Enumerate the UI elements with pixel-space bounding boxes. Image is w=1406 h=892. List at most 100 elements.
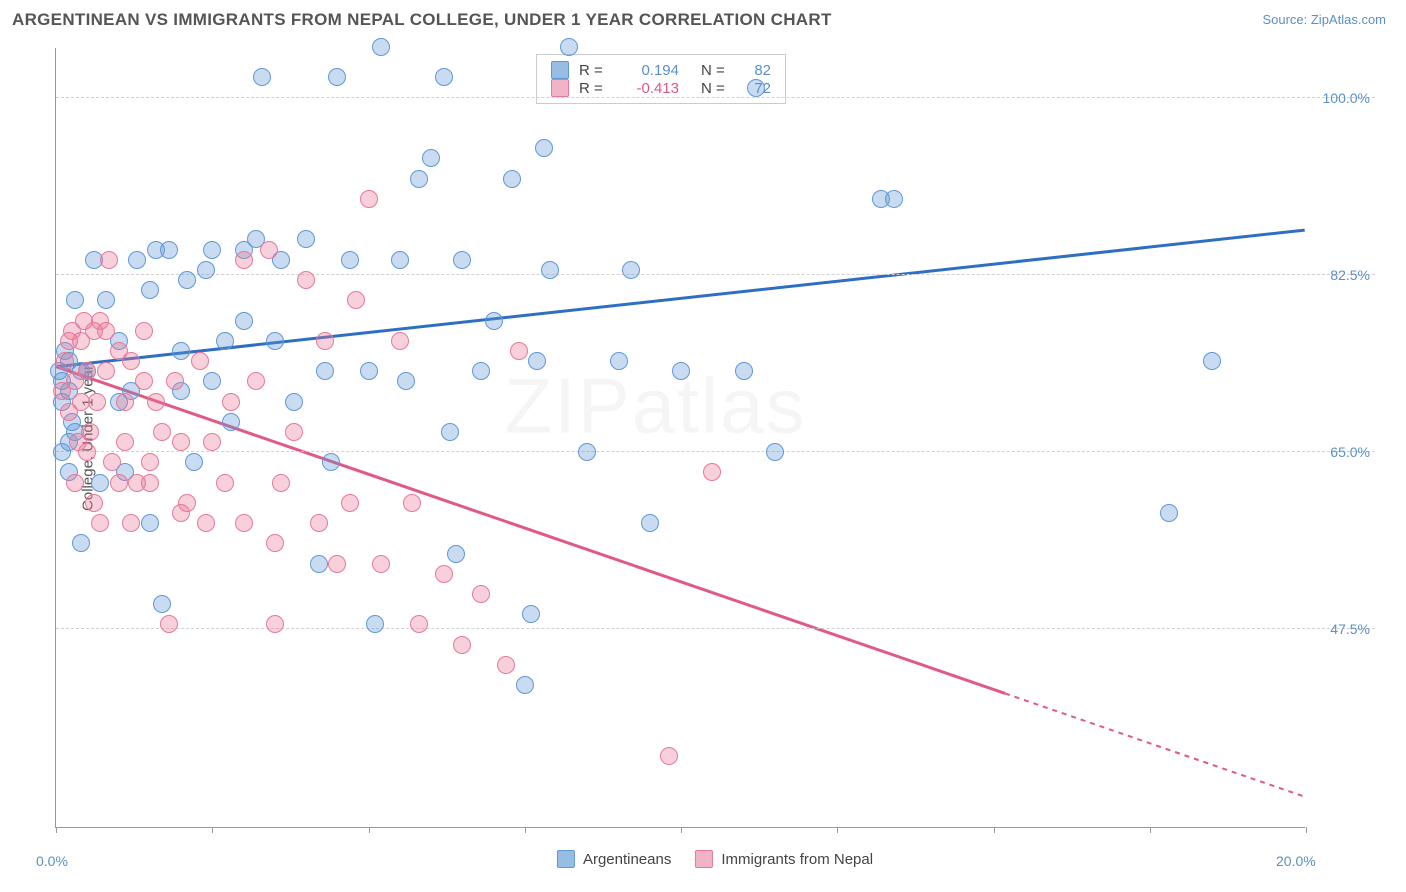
x-tick	[369, 827, 370, 833]
data-point	[391, 251, 409, 269]
data-point	[360, 190, 378, 208]
data-point	[197, 261, 215, 279]
data-point	[203, 241, 221, 259]
data-point	[197, 514, 215, 532]
data-point	[641, 514, 659, 532]
x-tick	[1150, 827, 1151, 833]
data-point	[203, 372, 221, 390]
data-point	[66, 474, 84, 492]
data-point	[422, 149, 440, 167]
source-attribution: Source: ZipAtlas.com	[1262, 12, 1386, 27]
data-point	[528, 352, 546, 370]
data-point	[203, 433, 221, 451]
data-point	[247, 372, 265, 390]
chart-title: ARGENTINEAN VS IMMIGRANTS FROM NEPAL COL…	[12, 10, 832, 29]
data-point	[285, 423, 303, 441]
data-point	[397, 372, 415, 390]
data-point	[66, 291, 84, 309]
data-point	[703, 463, 721, 481]
r-label: R =	[579, 80, 609, 97]
data-point	[516, 676, 534, 694]
y-tick-label: 65.0%	[1330, 444, 1370, 460]
data-point	[122, 514, 140, 532]
data-point	[660, 747, 678, 765]
data-point	[260, 241, 278, 259]
data-point	[535, 139, 553, 157]
data-point	[360, 362, 378, 380]
n-label: N =	[701, 80, 731, 97]
data-point	[78, 362, 96, 380]
data-point	[153, 423, 171, 441]
data-point	[510, 342, 528, 360]
data-point	[372, 555, 390, 573]
data-point	[147, 393, 165, 411]
data-point	[285, 393, 303, 411]
correlation-scatter-chart: College, Under 1 year ZIPatlas R = 0.194…	[55, 48, 1375, 828]
data-point	[235, 251, 253, 269]
legend-label: Immigrants from Nepal	[721, 851, 873, 868]
data-point	[235, 514, 253, 532]
data-point	[222, 393, 240, 411]
data-point	[100, 251, 118, 269]
data-point	[72, 534, 90, 552]
data-point	[97, 322, 115, 340]
data-point	[222, 413, 240, 431]
data-point	[122, 352, 140, 370]
data-point	[135, 372, 153, 390]
data-point	[410, 615, 428, 633]
data-point	[522, 605, 540, 623]
data-point	[1160, 504, 1178, 522]
data-point	[341, 494, 359, 512]
data-point	[91, 514, 109, 532]
data-point	[235, 312, 253, 330]
data-point	[316, 332, 334, 350]
trend-lines	[56, 48, 1305, 827]
data-point	[310, 514, 328, 532]
legend-swatch	[551, 79, 569, 97]
data-point	[128, 251, 146, 269]
data-point	[735, 362, 753, 380]
data-point	[435, 68, 453, 86]
data-point	[441, 423, 459, 441]
data-point	[410, 170, 428, 188]
data-point	[322, 453, 340, 471]
n-value: 82	[741, 62, 771, 79]
x-tick	[837, 827, 838, 833]
data-point	[316, 362, 334, 380]
data-point	[253, 68, 271, 86]
x-tick	[525, 827, 526, 833]
data-point	[141, 281, 159, 299]
data-point	[85, 494, 103, 512]
gridline	[56, 274, 1375, 275]
data-point	[328, 68, 346, 86]
data-point	[153, 595, 171, 613]
data-point	[391, 332, 409, 350]
data-point	[341, 251, 359, 269]
legend-row: R = -0.413 N = 72	[551, 79, 771, 97]
data-point	[885, 190, 903, 208]
data-point	[81, 423, 99, 441]
data-point	[297, 271, 315, 289]
data-point	[472, 362, 490, 380]
gridline	[56, 451, 1375, 452]
x-tick	[56, 827, 57, 833]
gridline	[56, 97, 1375, 98]
data-point	[97, 362, 115, 380]
data-point	[216, 332, 234, 350]
y-tick-label: 47.5%	[1330, 621, 1370, 637]
data-point	[91, 474, 109, 492]
data-point	[453, 251, 471, 269]
data-point	[172, 433, 190, 451]
plot-area: ZIPatlas R = 0.194 N = 82 R = -0.413 N =…	[55, 48, 1305, 828]
data-point	[610, 352, 628, 370]
data-point	[116, 393, 134, 411]
data-point	[266, 615, 284, 633]
data-point	[160, 241, 178, 259]
x-axis-label: 20.0%	[1276, 853, 1316, 869]
y-tick-label: 100.0%	[1323, 90, 1370, 106]
legend-swatch	[557, 850, 575, 868]
data-point	[103, 453, 121, 471]
legend-row: R = 0.194 N = 82	[551, 61, 771, 79]
x-axis-label: 0.0%	[36, 853, 68, 869]
data-point	[216, 474, 234, 492]
